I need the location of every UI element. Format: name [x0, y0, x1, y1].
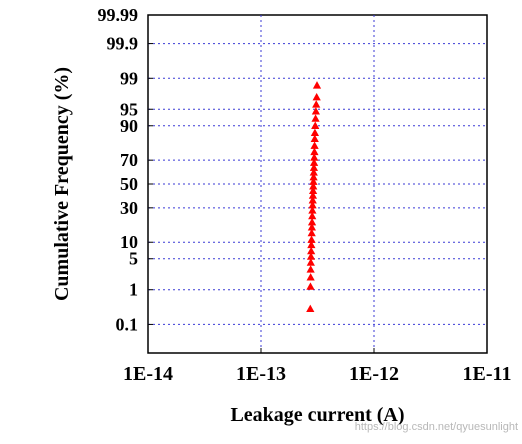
data-point: [308, 196, 317, 204]
data-point: [309, 163, 319, 171]
data-point: [306, 265, 315, 273]
data-point: [310, 153, 319, 161]
watermark: https://blog.csdn.net/qyuesunlight: [355, 421, 518, 433]
y-tick-label: 50: [120, 174, 138, 194]
data-point: [306, 252, 316, 260]
data-point: [307, 246, 316, 255]
data-point: [309, 172, 318, 181]
y-tick-label: 5: [129, 249, 138, 269]
data-point: [311, 121, 320, 129]
data-point: [309, 158, 319, 166]
x-tick-label: 1E-12: [349, 363, 399, 385]
data-point: [307, 218, 317, 226]
data-point: [306, 273, 315, 281]
y-axis-label: Cumulative Frequency (%): [51, 67, 73, 301]
x-tick-label: 1E-14: [123, 363, 173, 385]
y-tick-label: 1: [129, 280, 138, 300]
y-tick-label: 95: [120, 99, 138, 119]
x-axis-label: Leakage current (A): [230, 404, 404, 426]
y-tick-label: 99: [120, 68, 138, 88]
data-point: [310, 128, 320, 136]
data-point: [312, 100, 321, 108]
x-tick-label: 1E-13: [236, 363, 286, 385]
y-tick-label: 99.99: [98, 5, 139, 25]
data-point: [309, 168, 318, 176]
data-point: [310, 141, 319, 149]
data-point: [308, 211, 317, 220]
data-point: [306, 304, 315, 313]
data-point: [310, 147, 319, 156]
x-axis: 1E-14 1E-13 1E-12 1E-11: [123, 348, 511, 385]
x-tick-label: 1E-11: [463, 363, 512, 385]
y-tick-label: 70: [120, 150, 138, 170]
data-point: [308, 186, 318, 195]
y-tick-label: 90: [120, 116, 138, 136]
data-point: [306, 258, 315, 266]
data-point: [309, 182, 318, 190]
data-point: [308, 206, 317, 214]
data-point: [312, 81, 322, 89]
data-point: [307, 235, 316, 243]
data-point: [311, 107, 320, 115]
data-point: [308, 201, 317, 209]
data-point: [311, 114, 320, 122]
y-tick-label: 99.9: [107, 34, 139, 54]
data-point: [307, 240, 316, 249]
data-point: [309, 177, 318, 185]
data-point: [307, 223, 316, 231]
data-points: [306, 81, 322, 313]
data-point: [308, 191, 318, 199]
y-tick-label: 30: [120, 198, 138, 218]
data-point: [312, 92, 321, 101]
y-tick-label: 0.1: [116, 314, 139, 334]
y-tick-label: 10: [120, 232, 138, 252]
data-point: [310, 134, 319, 142]
data-point: [306, 282, 315, 290]
data-point: [307, 228, 316, 237]
grid: [148, 15, 487, 353]
